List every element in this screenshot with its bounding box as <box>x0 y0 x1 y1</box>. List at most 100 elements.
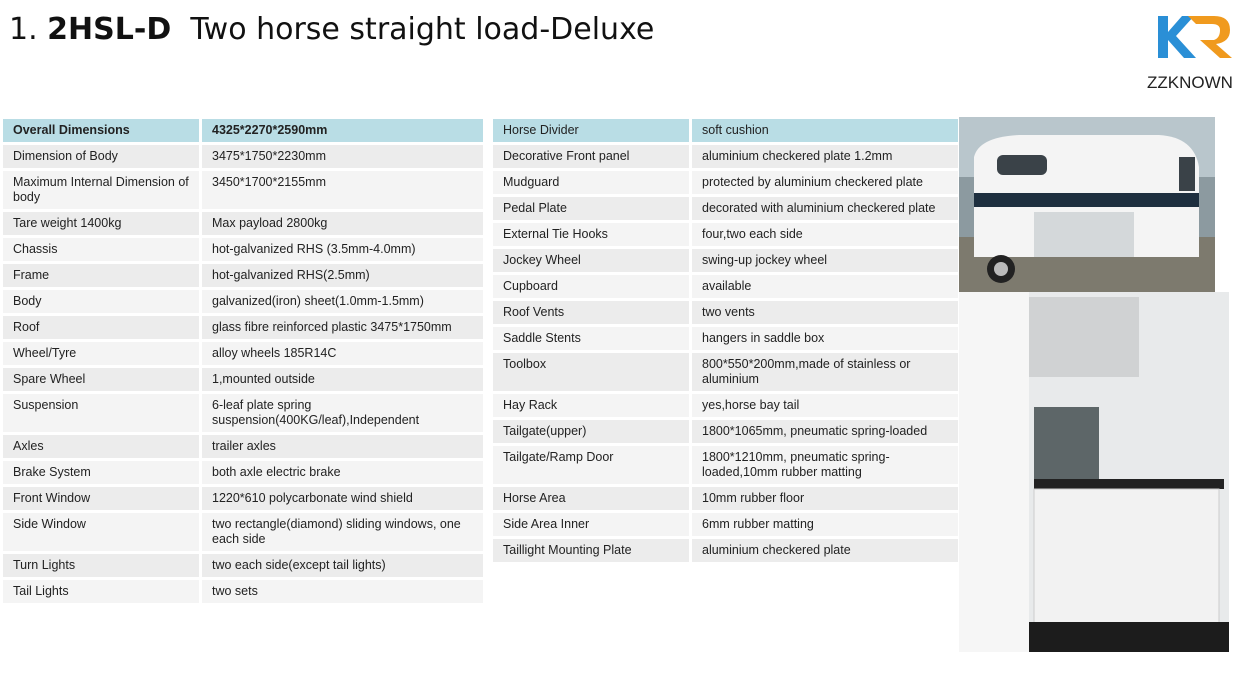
spec-value: 1800*1065mm, pneumatic spring-loaded <box>692 420 961 443</box>
wall <box>959 292 1029 652</box>
photos <box>959 117 1229 652</box>
spec-name: Axles <box>3 435 202 458</box>
title: 1. 2HSL-D Two horse straight load-Deluxe <box>9 12 654 47</box>
spec-value: soft cushion <box>692 119 961 142</box>
spec-value: Max payload 2800kg <box>202 212 486 235</box>
table-row: External Tie Hooks four,two each side <box>493 223 961 246</box>
title-model: 2HSL-D <box>47 12 172 47</box>
table-row: Tailgate(upper) 1800*1065mm, pneumatic sp… <box>493 420 961 443</box>
spec-value: 1,mounted outside <box>202 368 486 391</box>
spec-value: alloy wheels 185R14C <box>202 342 486 365</box>
spec-name: Maximum Internal Dimension of body <box>3 171 202 209</box>
table-row: Brake System both axle electric brake <box>3 461 486 484</box>
logo-k <box>1158 16 1196 58</box>
table-row: Side Area Inner 6mm rubber matting <box>493 513 961 536</box>
spec-value: aluminium checkered plate <box>692 539 961 562</box>
table-row: Frame hot-galvanized RHS(2.5mm) <box>3 264 486 287</box>
spec-value: 1800*1210mm, pneumatic spring-loaded,10m… <box>692 446 961 484</box>
spec-value: swing-up jockey wheel <box>692 249 961 272</box>
spec-name: Body <box>3 290 202 313</box>
spec-value: 6-leaf plate spring suspension(400KG/lea… <box>202 394 486 432</box>
table-row: Roof glass fibre reinforced plastic 3475*… <box>3 316 486 339</box>
spec-name: Roof <box>3 316 202 339</box>
spec-name: Roof Vents <box>493 301 692 324</box>
spec-name: Front Window <box>3 487 202 510</box>
table-row: Horse Divider soft cushion <box>493 119 961 142</box>
table-row: Axles trailer axles <box>3 435 486 458</box>
table-row: Wheel/Tyre alloy wheels 185R14C <box>3 342 486 365</box>
table-row: Saddle Stents hangers in saddle box <box>493 327 961 350</box>
table-row: Toolbox 800*550*200mm,made of stainless o… <box>493 353 961 391</box>
trailer-stripe <box>974 193 1199 207</box>
spec-value: four,two each side <box>692 223 961 246</box>
spec-name: Horse Area <box>493 487 692 510</box>
spec-name: Wheel/Tyre <box>3 342 202 365</box>
spec-name: Saddle Stents <box>493 327 692 350</box>
spec-name: Taillight Mounting Plate <box>493 539 692 562</box>
spec-name: Jockey Wheel <box>493 249 692 272</box>
spec-value: yes,horse bay tail <box>692 394 961 417</box>
spec-value: hangers in saddle box <box>692 327 961 350</box>
counter <box>1034 479 1224 489</box>
spec-value: two each side(except tail lights) <box>202 554 486 577</box>
spec-name: External Tie Hooks <box>493 223 692 246</box>
right-table: Horse Divider soft cushion Decorative Fron… <box>493 116 961 565</box>
table-row: Spare Wheel 1,mounted outside <box>3 368 486 391</box>
spec-value: hot-galvanized RHS (3.5mm-4.0mm) <box>202 238 486 261</box>
spec-name: Overall Dimensions <box>3 119 202 142</box>
table-row: Body galvanized(iron) sheet(1.0mm-1.5mm) <box>3 290 486 313</box>
spec-name: Cupboard <box>493 275 692 298</box>
table-row: Front Window 1220*610 polycarbonate wind … <box>3 487 486 510</box>
table-row: Decorative Front panel aluminium checkere… <box>493 145 961 168</box>
spec-value: trailer axles <box>202 435 486 458</box>
table-row: Side Window two rectangle(diamond) slidin… <box>3 513 486 551</box>
title-number: 1. <box>9 12 38 47</box>
spec-value: hot-galvanized RHS(2.5mm) <box>202 264 486 287</box>
table-row: Maximum Internal Dimension of body 3450*1… <box>3 171 486 209</box>
table-row: Dimension of Body 3475*1750*2230mm <box>3 145 486 168</box>
table-row: Horse Area 10mm rubber floor <box>493 487 961 510</box>
spec-name: Decorative Front panel <box>493 145 692 168</box>
spec-name: Chassis <box>3 238 202 261</box>
table-row: Turn Lights two each side(except tail lig… <box>3 554 486 577</box>
spec-value: decorated with aluminium checkered plate <box>692 197 961 220</box>
hay-rack <box>1019 297 1139 377</box>
spec-value: two sets <box>202 580 486 603</box>
checker-plate <box>1034 212 1134 257</box>
spec-value: 800*550*200mm,made of stainless or alumi… <box>692 353 961 391</box>
table-row: Tare weight 1400kg Max payload 2800kg <box>3 212 486 235</box>
spec-value: glass fibre reinforced plastic 3475*1750… <box>202 316 486 339</box>
table-row: Suspension 6-leaf plate spring suspension… <box>3 394 486 432</box>
table-row: Mudguard protected by aluminium checkered… <box>493 171 961 194</box>
spec-name: Tailgate(upper) <box>493 420 692 443</box>
table-row: Hay Rack yes,horse bay tail <box>493 394 961 417</box>
wheel-hub <box>994 262 1008 276</box>
spec-value: 1220*610 polycarbonate wind shield <box>202 487 486 510</box>
spec-name: Tail Lights <box>3 580 202 603</box>
spec-name: Turn Lights <box>3 554 202 577</box>
spec-value: protected by aluminium checkered plate <box>692 171 961 194</box>
spec-value: two vents <box>692 301 961 324</box>
spec-value: 4325*2270*2590mm <box>202 119 486 142</box>
table-row: Taillight Mounting Plate aluminium checke… <box>493 539 961 562</box>
spec-value: 10mm rubber floor <box>692 487 961 510</box>
spec-name: Side Area Inner <box>493 513 692 536</box>
interior-window <box>1034 407 1099 487</box>
table-row: Tail Lights two sets <box>3 580 486 603</box>
spec-value: available <box>692 275 961 298</box>
title-text: Two horse straight load-Deluxe <box>190 12 655 47</box>
trailer-window <box>1179 157 1195 191</box>
spec-name: Frame <box>3 264 202 287</box>
spec-value: both axle electric brake <box>202 461 486 484</box>
spec-value: 3475*1750*2230mm <box>202 145 486 168</box>
spec-name: Hay Rack <box>493 394 692 417</box>
spec-value: aluminium checkered plate 1.2mm <box>692 145 961 168</box>
table-row: Roof Vents two vents <box>493 301 961 324</box>
spec-name: Suspension <box>3 394 202 432</box>
table-row: Chassis hot-galvanized RHS (3.5mm-4.0mm) <box>3 238 486 261</box>
spec-name: Horse Divider <box>493 119 692 142</box>
table-row: Tailgate/Ramp Door 1800*1210mm, pneumatic… <box>493 446 961 484</box>
spec-name: Brake System <box>3 461 202 484</box>
spec-value: 6mm rubber matting <box>692 513 961 536</box>
